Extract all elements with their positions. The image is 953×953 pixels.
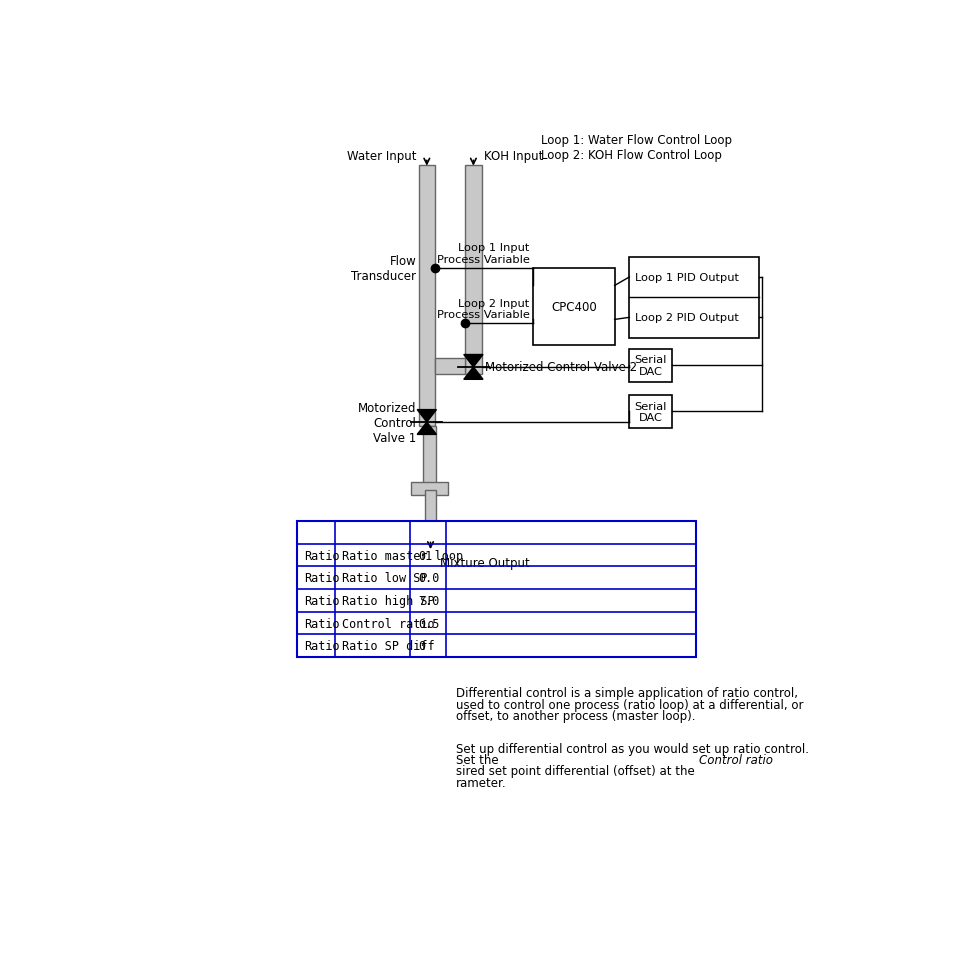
Text: Motorized
Control
Valve 1: Motorized Control Valve 1 — [357, 401, 416, 444]
Text: Ratio: Ratio — [304, 595, 339, 607]
Text: Serial
DAC: Serial DAC — [634, 355, 666, 376]
Text: Ratio master loop: Ratio master loop — [342, 549, 462, 562]
Text: Loop 1: Water Flow Control Loop
Loop 2: KOH Flow Control Loop: Loop 1: Water Flow Control Loop Loop 2: … — [540, 134, 731, 162]
Text: CPC400: CPC400 — [551, 300, 597, 314]
Text: Water Input: Water Input — [347, 150, 416, 163]
Bar — [465, 166, 481, 375]
Text: Ratio: Ratio — [304, 572, 339, 585]
Bar — [424, 491, 436, 543]
Bar — [533, 269, 614, 346]
Bar — [418, 166, 435, 426]
Bar — [411, 483, 448, 496]
Text: KOH Input: KOH Input — [483, 150, 542, 163]
Text: Ratio: Ratio — [304, 549, 339, 562]
Text: Loop 1 Input
Process Variable: Loop 1 Input Process Variable — [436, 243, 529, 265]
Text: Mixture Output: Mixture Output — [439, 557, 529, 570]
Bar — [629, 257, 758, 338]
Bar — [296, 521, 696, 658]
Polygon shape — [416, 422, 436, 435]
Text: 01: 01 — [417, 549, 432, 562]
Text: Serial
DAC: Serial DAC — [634, 401, 666, 423]
Text: Loop 1 PID Output: Loop 1 PID Output — [634, 273, 738, 283]
Text: Differential control is a simple application of ratio control,: Differential control is a simple applica… — [456, 687, 797, 700]
Polygon shape — [416, 410, 436, 422]
Text: 0: 0 — [417, 639, 424, 653]
Bar — [629, 395, 672, 429]
Text: Ratio: Ratio — [304, 617, 339, 630]
Text: Ratio SP diff: Ratio SP diff — [342, 639, 435, 653]
Text: 7.0: 7.0 — [417, 595, 438, 607]
Bar — [423, 426, 436, 489]
Polygon shape — [463, 368, 482, 380]
Text: Ratio: Ratio — [304, 639, 339, 653]
Text: Ratio high SP: Ratio high SP — [342, 595, 435, 607]
Bar — [435, 358, 465, 375]
Text: Flow
Transducer: Flow Transducer — [351, 254, 416, 282]
Text: Set the: Set the — [456, 753, 501, 766]
Bar — [629, 349, 672, 382]
Text: offset, to another process (master loop).: offset, to another process (master loop)… — [456, 709, 695, 722]
Text: Loop 2 PID Output: Loop 2 PID Output — [634, 313, 738, 323]
Text: Control ratio: Control ratio — [342, 617, 435, 630]
Text: Set up differential control as you would set up ratio control.: Set up differential control as you would… — [456, 741, 808, 755]
Polygon shape — [463, 355, 482, 368]
Text: sired set point differential (offset) at the: sired set point differential (offset) at… — [456, 764, 698, 778]
Text: 0.5: 0.5 — [417, 617, 438, 630]
Text: Motorized Control Valve 2: Motorized Control Valve 2 — [485, 361, 637, 374]
Text: Loop 2 Input
Process Variable: Loop 2 Input Process Variable — [436, 298, 529, 320]
Text: used to control one process (ratio loop) at a differential, or: used to control one process (ratio loop)… — [456, 699, 802, 711]
Text: 0.0: 0.0 — [417, 572, 438, 585]
Text: rameter.: rameter. — [456, 776, 506, 789]
Text: Ratio low SP: Ratio low SP — [342, 572, 427, 585]
Text: Control ratio: Control ratio — [699, 753, 773, 766]
